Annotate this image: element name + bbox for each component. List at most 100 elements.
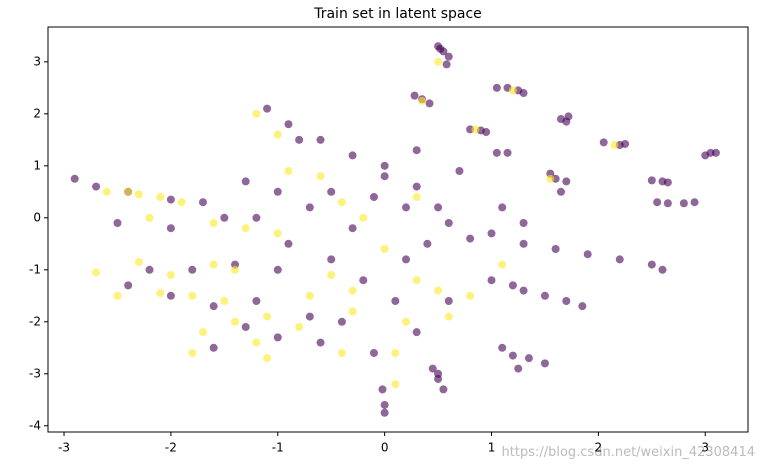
x-tick-label: -3 [58, 441, 70, 455]
point [487, 229, 496, 238]
point [145, 213, 154, 222]
point [434, 286, 443, 295]
x-tick-label: -1 [272, 441, 284, 455]
point [380, 408, 389, 417]
point [295, 322, 304, 331]
point [647, 260, 656, 269]
point [102, 187, 111, 196]
point [316, 172, 325, 181]
point [442, 60, 451, 69]
point [348, 151, 357, 160]
point [412, 328, 421, 337]
point [412, 276, 421, 285]
point [663, 199, 672, 208]
point [556, 187, 565, 196]
point [599, 138, 608, 147]
y-tick-label: -3 [29, 366, 41, 380]
point [402, 255, 411, 264]
point [284, 239, 293, 248]
point [412, 146, 421, 155]
point [482, 128, 491, 137]
y-tick-label: 2 [33, 106, 41, 120]
point [428, 364, 437, 373]
point [166, 224, 175, 233]
point [444, 296, 453, 305]
point [658, 265, 667, 274]
point [220, 296, 229, 305]
point [391, 296, 400, 305]
point [348, 286, 357, 295]
point [263, 104, 272, 113]
point [70, 174, 79, 183]
point [124, 187, 133, 196]
point [378, 385, 387, 394]
point [498, 260, 507, 269]
point [492, 83, 501, 92]
point [113, 219, 122, 228]
point [471, 125, 480, 134]
point [679, 199, 688, 208]
point [647, 176, 656, 185]
point [434, 203, 443, 212]
point [295, 135, 304, 144]
point [412, 182, 421, 191]
x-tick-label: -2 [165, 441, 177, 455]
point [514, 364, 523, 373]
point [711, 148, 720, 157]
point [425, 99, 434, 108]
point [188, 348, 197, 357]
point [508, 281, 517, 290]
watermark: https://blog.csdn.net/weixin_42308414 [501, 445, 755, 460]
point [653, 198, 662, 207]
point [359, 213, 368, 222]
point [145, 265, 154, 274]
point [273, 333, 282, 342]
point [487, 276, 496, 285]
point [188, 265, 197, 274]
y-tick-label: -2 [29, 314, 41, 328]
point [327, 187, 336, 196]
point [524, 354, 533, 363]
point [418, 96, 427, 105]
point [209, 302, 218, 311]
point [198, 328, 207, 337]
y-tick-label: 1 [33, 158, 41, 172]
x-tick-label: 0 [381, 441, 389, 455]
point [562, 296, 571, 305]
chart-title: Train set in latent space [313, 6, 482, 22]
point [583, 250, 592, 259]
point [156, 193, 165, 202]
point [578, 302, 587, 311]
x-tick-label: 1 [488, 441, 496, 455]
point [551, 244, 560, 253]
point [263, 312, 272, 321]
point [519, 286, 528, 295]
point [166, 195, 175, 204]
point [134, 257, 143, 266]
point [166, 291, 175, 300]
point [663, 178, 672, 187]
point [231, 265, 240, 274]
point [263, 354, 272, 363]
y-tick-label: 3 [33, 54, 41, 68]
y-tick-label: 0 [33, 210, 41, 224]
point [444, 219, 453, 228]
point [231, 317, 240, 326]
point [220, 213, 229, 222]
point [92, 268, 101, 277]
point [380, 244, 389, 253]
point [134, 190, 143, 199]
point [444, 312, 453, 321]
point [113, 291, 122, 300]
point [273, 130, 282, 139]
point [391, 380, 400, 389]
point [519, 219, 528, 228]
point [348, 224, 357, 233]
point [327, 255, 336, 264]
point [391, 348, 400, 357]
point [546, 174, 555, 183]
point [455, 167, 464, 176]
point [380, 161, 389, 170]
point [166, 270, 175, 279]
point [410, 91, 419, 100]
